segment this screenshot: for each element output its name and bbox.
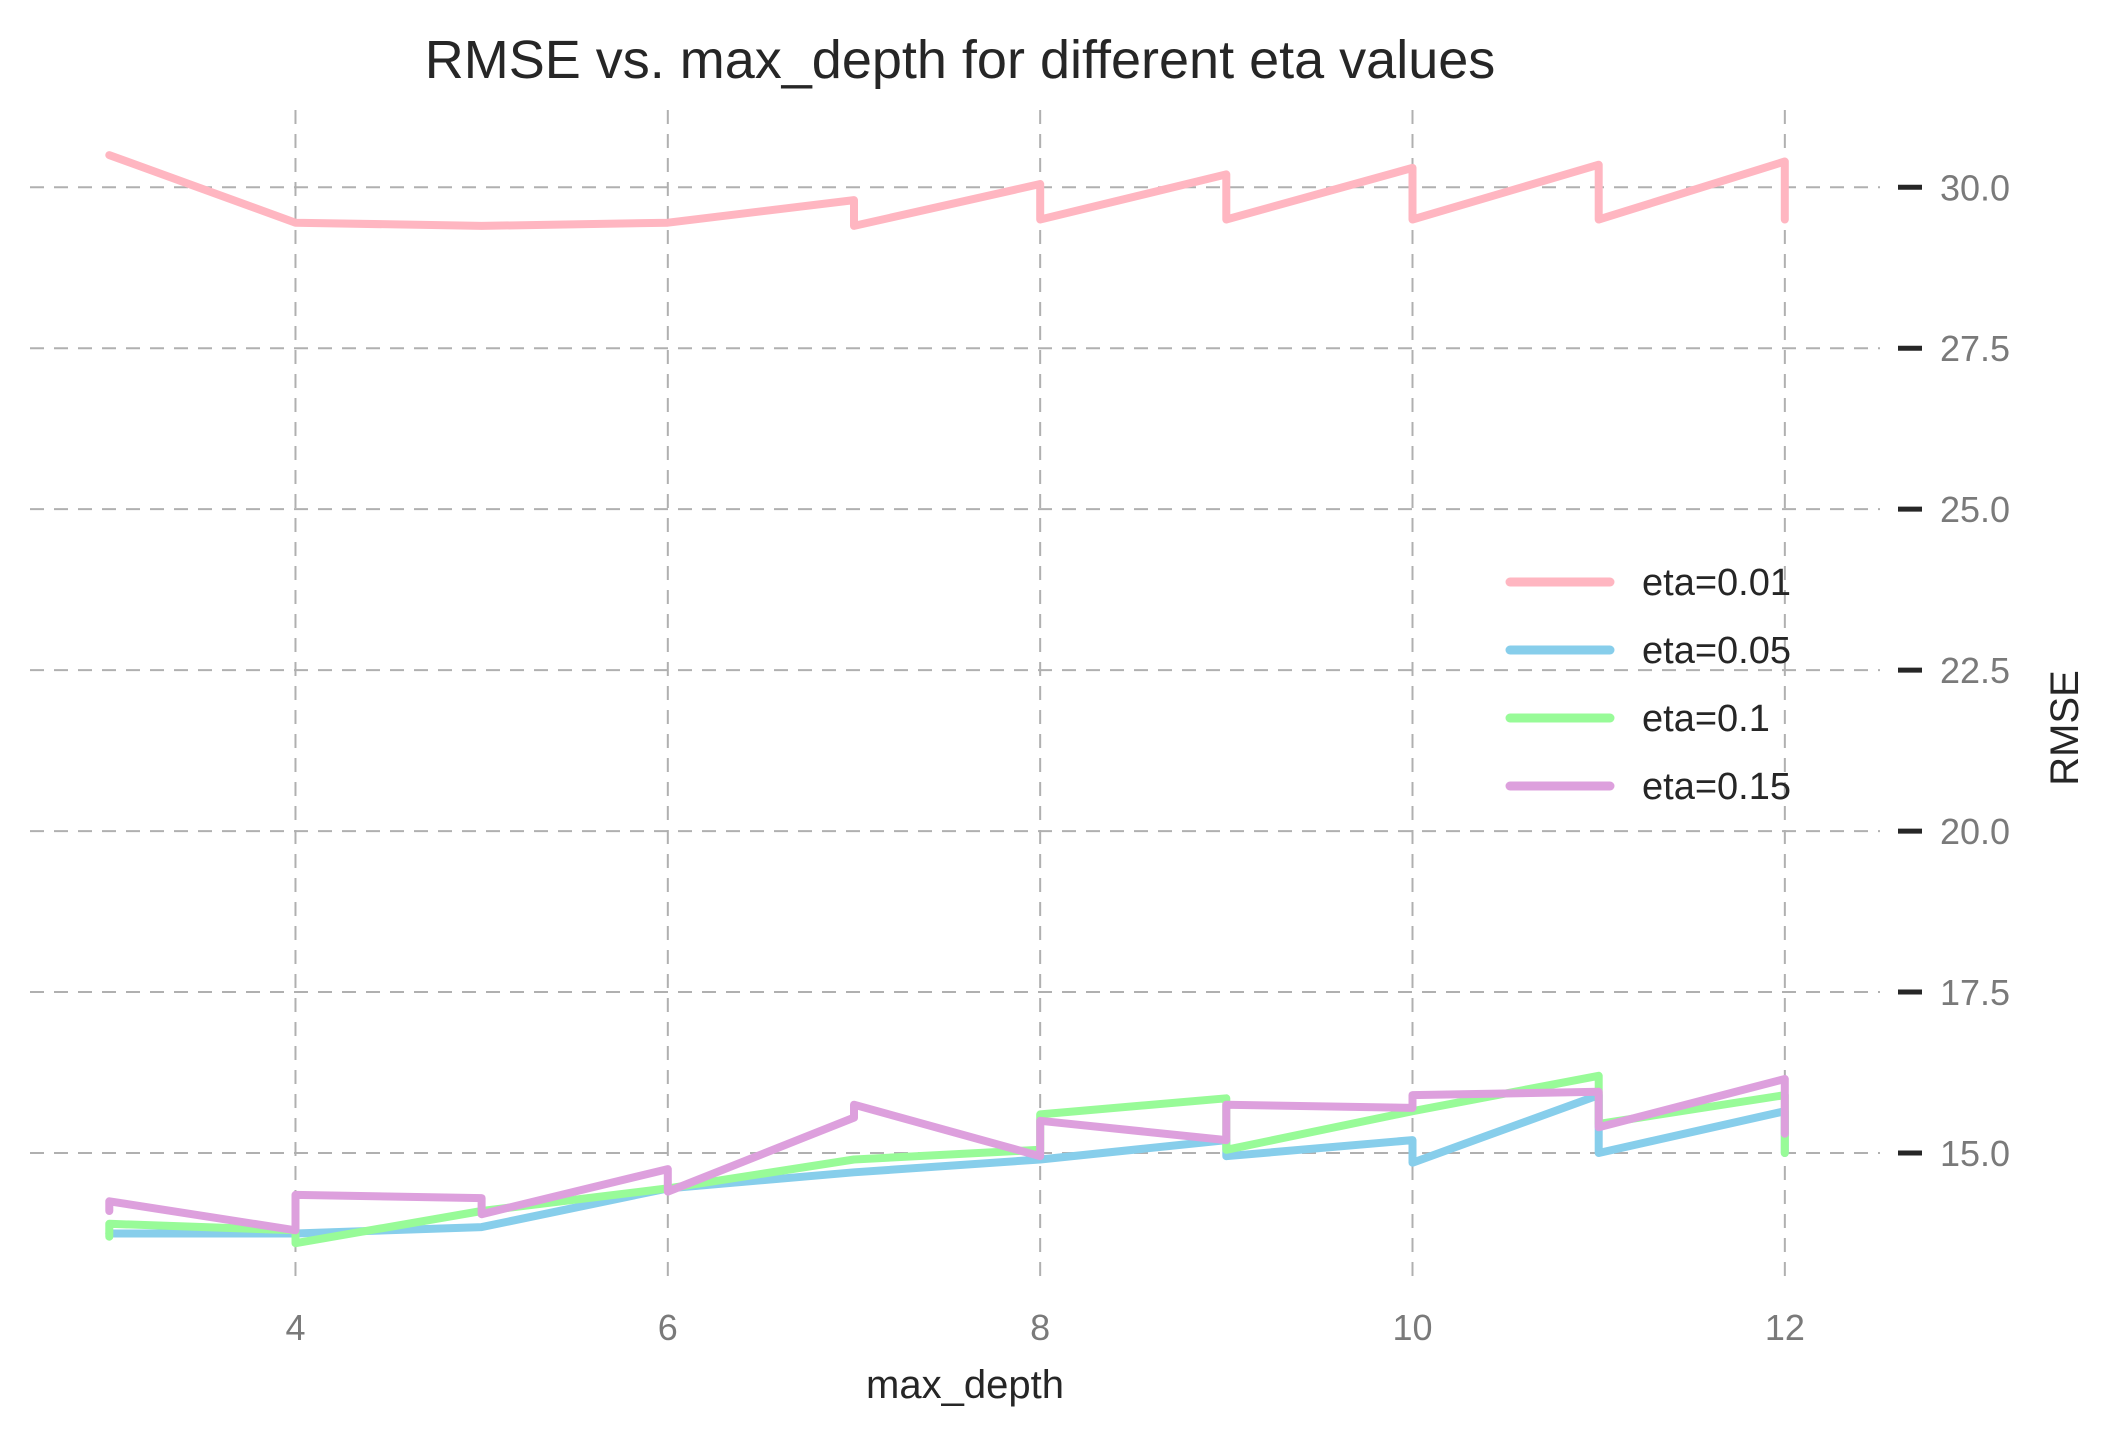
chart-title: RMSE vs. max_depth for different eta val…	[425, 30, 1496, 90]
x-tick-label: 12	[1765, 1307, 1805, 1348]
y-tick-label: 25.0	[1940, 489, 2010, 530]
series-line-eta-0-1	[105, 1071, 1789, 1248]
y-tick-label: 27.5	[1940, 328, 2010, 369]
legend-label: eta=0.05	[1642, 630, 1791, 672]
y-axis-label: RMSE	[2043, 670, 2087, 786]
y-tick-label: 30.0	[1940, 167, 2010, 208]
x-axis-ticks: 4 6 8 10 12	[285, 1307, 1804, 1348]
x-tick-label: 8	[1030, 1307, 1050, 1348]
legend-label: eta=0.01	[1642, 562, 1791, 604]
y-axis-ticks: 15.0 17.5 20.0 22.5 25.0 27.5 30.0	[1898, 167, 2010, 1174]
x-tick-label: 10	[1392, 1307, 1432, 1348]
y-tick-label: 20.0	[1940, 811, 2010, 852]
grid-layer	[30, 110, 1880, 1285]
x-axis-label: max_depth	[866, 1363, 1064, 1407]
series-line-eta-0-15	[105, 1075, 1789, 1235]
legend-label: eta=0.1	[1642, 698, 1770, 740]
x-tick-label: 4	[285, 1307, 305, 1348]
series-line-eta-0-05	[105, 1091, 1789, 1238]
y-tick-label: 17.5	[1940, 972, 2010, 1013]
y-tick-label: 22.5	[1940, 650, 2010, 691]
series-line-eta-0-01	[105, 151, 1789, 230]
y-tick-label: 15.0	[1940, 1133, 2010, 1174]
legend: eta=0.01 eta=0.05 eta=0.1 eta=0.15	[1505, 562, 1791, 808]
legend-label: eta=0.15	[1642, 766, 1791, 808]
series-layer	[105, 151, 1789, 1248]
x-tick-label: 6	[658, 1307, 678, 1348]
